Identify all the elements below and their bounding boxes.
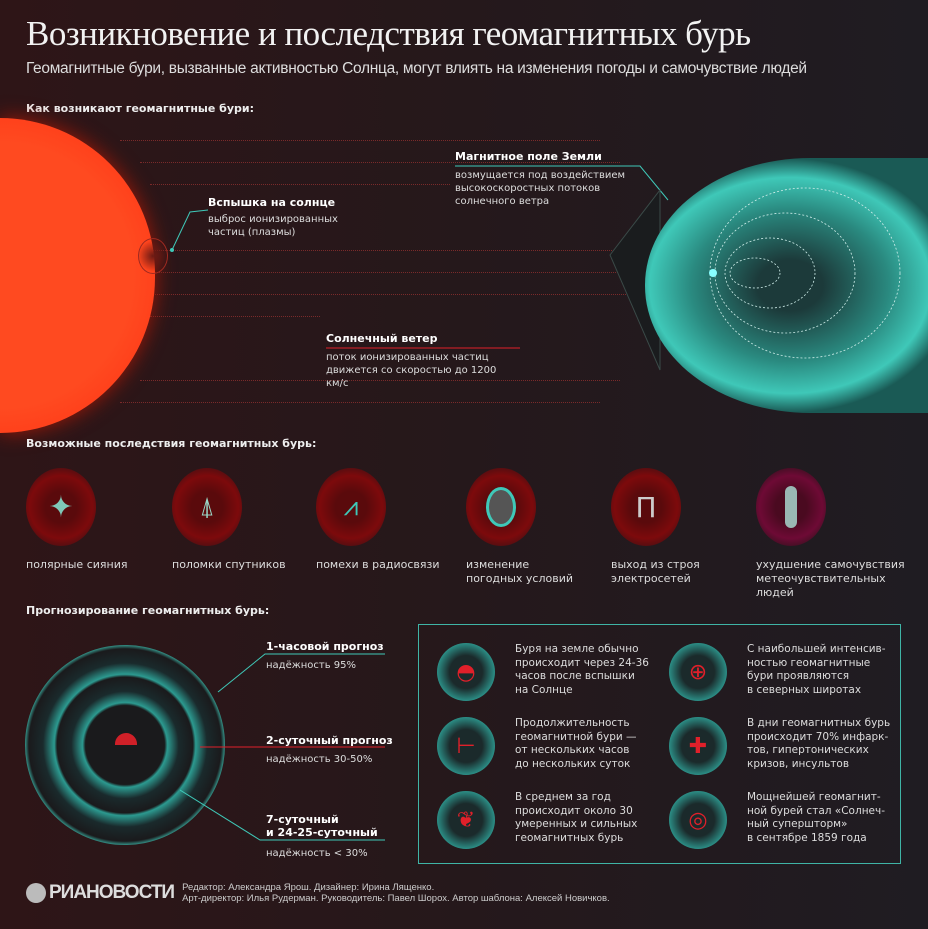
cyclone-icon xyxy=(486,487,516,527)
wind-label: Солнечный ветер поток ионизированных час… xyxy=(326,332,497,389)
effect-radio: ⩘ помехи в радиосвязи xyxy=(316,468,456,572)
effects-heading: Возможные последствия геомагнитных бурь: xyxy=(26,437,317,450)
spiral-icon: ◎ xyxy=(688,807,708,833)
flare-label: Вспышка на солнце выброс ионизированных … xyxy=(208,196,338,238)
field-lines xyxy=(709,187,901,359)
effect-health: ухудшение самочувствия метеочувствительн… xyxy=(756,468,905,600)
field-label: Магнитное поле Земли возмущается под воз… xyxy=(455,150,626,207)
fact-item: ⊢ Продолжительность геомагнитной бури — о… xyxy=(437,717,662,787)
solar-flare xyxy=(138,238,168,274)
effect-weather: изменение погодных условий xyxy=(466,468,606,586)
power-line-icon: Π xyxy=(635,490,657,524)
forecast-connectors xyxy=(180,653,385,841)
forecast-2d: 2-суточный прогноз надёжность 30-50% xyxy=(266,734,393,765)
origin-heading: Как возникают геомагнитные бури: xyxy=(26,102,254,115)
page-title: Возникновение и последствия геомагнитных… xyxy=(26,14,751,53)
forecast-heading: Прогнозирование геомагнитных бурь: xyxy=(26,604,270,617)
fact-item: ✚ В дни геомагнитных бурь происходит 70% … xyxy=(669,717,894,787)
forecast-rings xyxy=(25,645,225,845)
fact-item: ❦ В среднем за год происходит около 30 ум… xyxy=(437,791,662,861)
credits-line-1: Редактор: Александра Ярош. Дизайнер: Ири… xyxy=(182,882,435,893)
diagram-connectors xyxy=(170,165,669,371)
satellite-icon: ⍋ xyxy=(199,491,215,522)
ria-logo: РИАНОВОСТИ xyxy=(49,882,175,903)
ria-logo-icon xyxy=(26,883,46,903)
gauge-icon: ◓ xyxy=(456,659,476,685)
fact-item: ◓ Буря на земле обычно происходит через 2… xyxy=(437,643,662,713)
fact-item: ◎ Мощнейшей геомагнит- ной бурей стал «Со… xyxy=(669,791,894,861)
magnetosphere xyxy=(645,158,928,413)
footer: РИАНОВОСТИ Редактор: Александра Ярош. Ди… xyxy=(26,882,610,904)
forecast-1h: 1-часовой прогноз надёжность 95% xyxy=(266,640,384,671)
globe-icon: ⊕ xyxy=(688,659,708,685)
pill-icon xyxy=(785,486,797,528)
forecast-7d: 7-суточный и 24-25-суточный надёжность < … xyxy=(266,813,378,859)
clock-icon: ⊢ xyxy=(456,733,476,759)
storm-gauge-icon xyxy=(115,733,137,745)
effect-aurora: ✦ полярные сияния xyxy=(26,468,166,572)
aurora-icon: ✦ xyxy=(48,489,74,525)
medical-cross-icon: ✚ xyxy=(688,733,708,759)
radio-wave-icon: ⩘ xyxy=(343,491,359,522)
lungs-icon: ❦ xyxy=(456,807,476,833)
page-subtitle: Геомагнитные бури, вызванные активностью… xyxy=(26,60,807,77)
credits-line-2: Арт-директор: Илья Рудерман. Руководител… xyxy=(182,893,610,904)
effect-satellites: ⍋ поломки спутников xyxy=(172,468,312,572)
facts-panel: ◓ Буря на земле обычно происходит через 2… xyxy=(418,624,901,864)
fact-item: ⊕ С наибольшей интенсив- ностью геомагнит… xyxy=(669,643,894,713)
